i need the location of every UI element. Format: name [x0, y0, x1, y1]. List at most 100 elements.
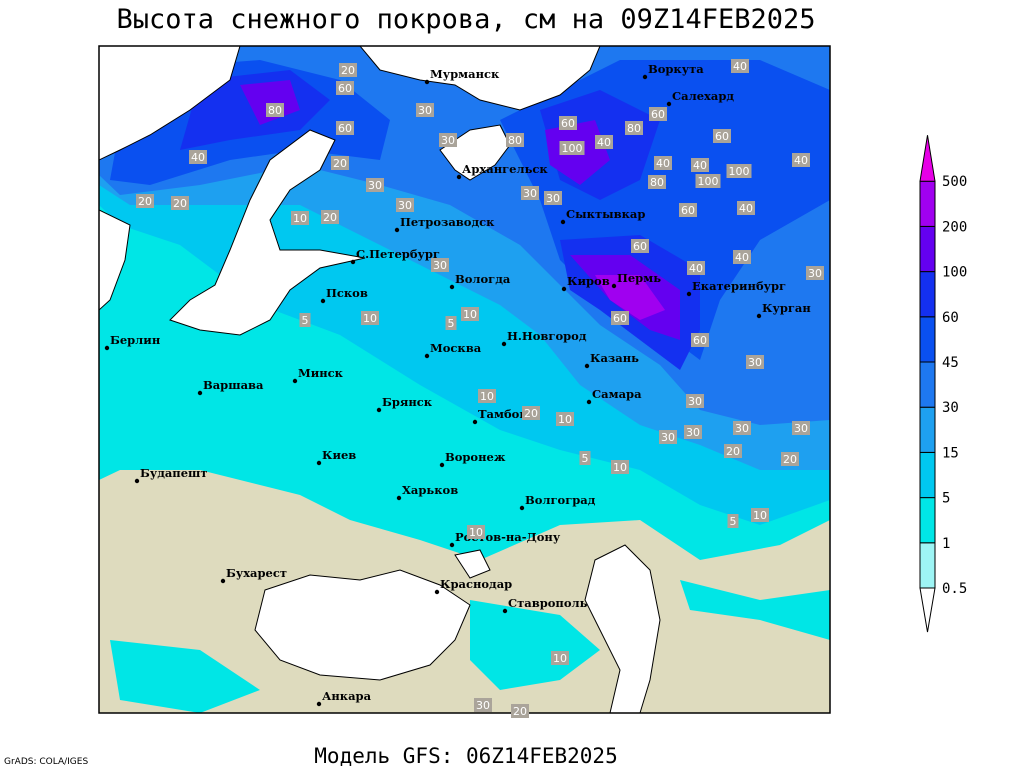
contour-label-box: [478, 389, 496, 403]
city-label: Казань: [590, 351, 639, 365]
city-dot: [560, 219, 566, 225]
contour-label: 40: [735, 251, 749, 264]
contour-label: 5: [448, 317, 455, 330]
contour-label-box: [559, 116, 577, 130]
baltic-sea: [169, 129, 366, 336]
city-dot: [292, 378, 298, 384]
city-dot: [449, 284, 455, 290]
contour-label-box: [648, 175, 666, 189]
city-dot: [666, 101, 672, 107]
city-label: Бухарест: [226, 566, 287, 580]
city-label: Волгоград: [525, 493, 596, 507]
contour-label-box: [366, 178, 384, 192]
contour-label: 10: [463, 308, 477, 321]
legend-swatch: [919, 135, 936, 182]
city-dot: [350, 259, 356, 265]
contour-label: 80: [650, 176, 664, 189]
city-label: Тамбов: [478, 407, 527, 421]
contour-label-box: [684, 425, 702, 439]
city-label: Брянск: [382, 395, 433, 409]
legend-swatch: [919, 451, 936, 499]
contour-label-box: [336, 121, 354, 135]
contour-labels: 20 60 80 40 60 20 30 30 30 80 60 100 40 80 60 40 80 40 100…: [136, 59, 824, 718]
contour-label: 40: [656, 157, 670, 170]
contour-label-box: [733, 421, 751, 435]
city-label: С.Петербург: [356, 247, 440, 261]
city-dot: [316, 701, 322, 707]
contour-label: 100: [562, 142, 583, 155]
contour-label: 10: [553, 652, 567, 665]
city-label: Мурманск: [430, 67, 500, 81]
contour-label-box: [361, 311, 379, 325]
city-label: Киров: [567, 274, 610, 288]
city-label: Пермь: [617, 271, 661, 285]
norwegian-sea: [99, 46, 241, 161]
contour-label-box: [445, 316, 457, 330]
city-label: Краснодар: [440, 577, 512, 591]
footer: Модель GFS: 06Z14FEB2025: [314, 744, 617, 768]
contour-label-box: [737, 201, 755, 215]
city-dot: [316, 460, 322, 466]
city-label: Будапешт: [140, 466, 208, 480]
legend-swatch: [919, 497, 936, 544]
contour-label-box: [336, 81, 354, 95]
contour-label: 100: [698, 175, 719, 188]
city-label: Салехард: [672, 89, 734, 103]
contour-label: 60: [715, 130, 729, 143]
legend-label: 45: [942, 355, 959, 371]
legend-label: 15: [942, 445, 959, 461]
legend-swatch: [919, 316, 936, 363]
city-dot: [502, 608, 508, 614]
snow-area: [680, 580, 830, 640]
contour-label-box: [506, 133, 524, 147]
contour-label-box: [416, 103, 434, 117]
contour-label-box: [806, 266, 824, 280]
legend-label: 5: [942, 491, 950, 507]
legend-swatch: [919, 271, 936, 318]
city-dot: [396, 495, 402, 501]
contour-label-box: [631, 239, 649, 253]
contour-label: 5: [302, 314, 309, 327]
contour-label-box: [331, 156, 349, 170]
city-dot: [197, 390, 203, 396]
contour-label-box: [611, 311, 629, 325]
azov-sea: [454, 549, 491, 579]
contour-label-box: [659, 430, 677, 444]
legend-label: 60: [942, 310, 959, 326]
contour-label: 30: [476, 699, 490, 712]
contour-label: 30: [398, 199, 412, 212]
contour-label-box: [521, 186, 539, 200]
contour-label-box: [551, 651, 569, 665]
city-label: Псков: [326, 286, 368, 300]
contour-label: 60: [561, 117, 575, 130]
contour-label-box: [474, 698, 492, 712]
contour-label: 30: [735, 422, 749, 435]
contour-label: 5: [582, 452, 589, 465]
contour-label: 20: [513, 705, 527, 718]
city-label: Архангельск: [462, 162, 548, 176]
contour-label-box: [467, 525, 485, 539]
north-sea: [99, 209, 131, 311]
contour-label-box: [792, 153, 810, 167]
contour-label: 30: [794, 422, 808, 435]
city-dot: [424, 79, 430, 85]
contour-label-box: [733, 250, 751, 264]
contour-label: 20: [783, 453, 797, 466]
white-sea: [439, 124, 511, 181]
contour-label-box: [522, 406, 540, 420]
city-dot: [320, 298, 326, 304]
contour-label-box: [431, 258, 449, 272]
contour-label-box: [611, 460, 629, 474]
contour-label-box: [724, 444, 742, 458]
city-dot: [104, 345, 110, 351]
contour-label-box: [649, 107, 667, 121]
snow-area: [110, 640, 260, 713]
contour-label: 10: [753, 509, 767, 522]
contour-label: 10: [558, 413, 572, 426]
contour-label-box: [781, 452, 799, 466]
contour-label: 30: [433, 259, 447, 272]
city-label: Минск: [298, 366, 344, 380]
contour-label: 10: [363, 312, 377, 325]
city-label: Харьков: [402, 483, 458, 497]
